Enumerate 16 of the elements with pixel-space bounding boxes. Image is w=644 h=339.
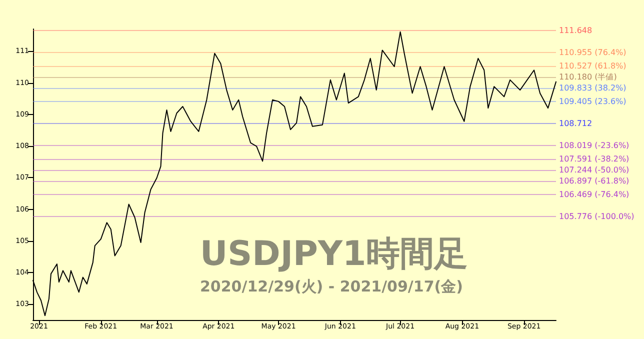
ref-line-label: 107.591 (-38.2%) xyxy=(559,154,630,164)
ref-line-label: 111.648 xyxy=(559,26,592,36)
ref-line-label: 110.955 (76.4%) xyxy=(559,48,626,58)
text: 2020/12/29(火) - 2021/09/17(金) xyxy=(200,278,463,296)
ref-line-label: 105.776 (-100.0%) xyxy=(559,212,634,221)
ref-line-label: 109.405 (23.6%) xyxy=(559,96,626,106)
ref-line-label: 110.527 (61.8%) xyxy=(559,62,626,71)
ref-line-label: 108.712 xyxy=(559,119,592,128)
ref-line-label: 107.244 (-50.0%) xyxy=(559,166,630,175)
line-series xyxy=(32,31,556,316)
ref-line-label: 106.469 (-76.4%) xyxy=(559,190,630,199)
text: USDJPY1時間足 xyxy=(200,234,468,274)
ref-line-label: 108.019 (-23.6%) xyxy=(559,140,630,150)
ref-line-label: 106.897 (-61.8%) xyxy=(559,176,630,186)
ref-line-label: 110.180 (半値) xyxy=(559,72,617,82)
ref-line-label: 109.833 (38.2%) xyxy=(559,84,626,93)
